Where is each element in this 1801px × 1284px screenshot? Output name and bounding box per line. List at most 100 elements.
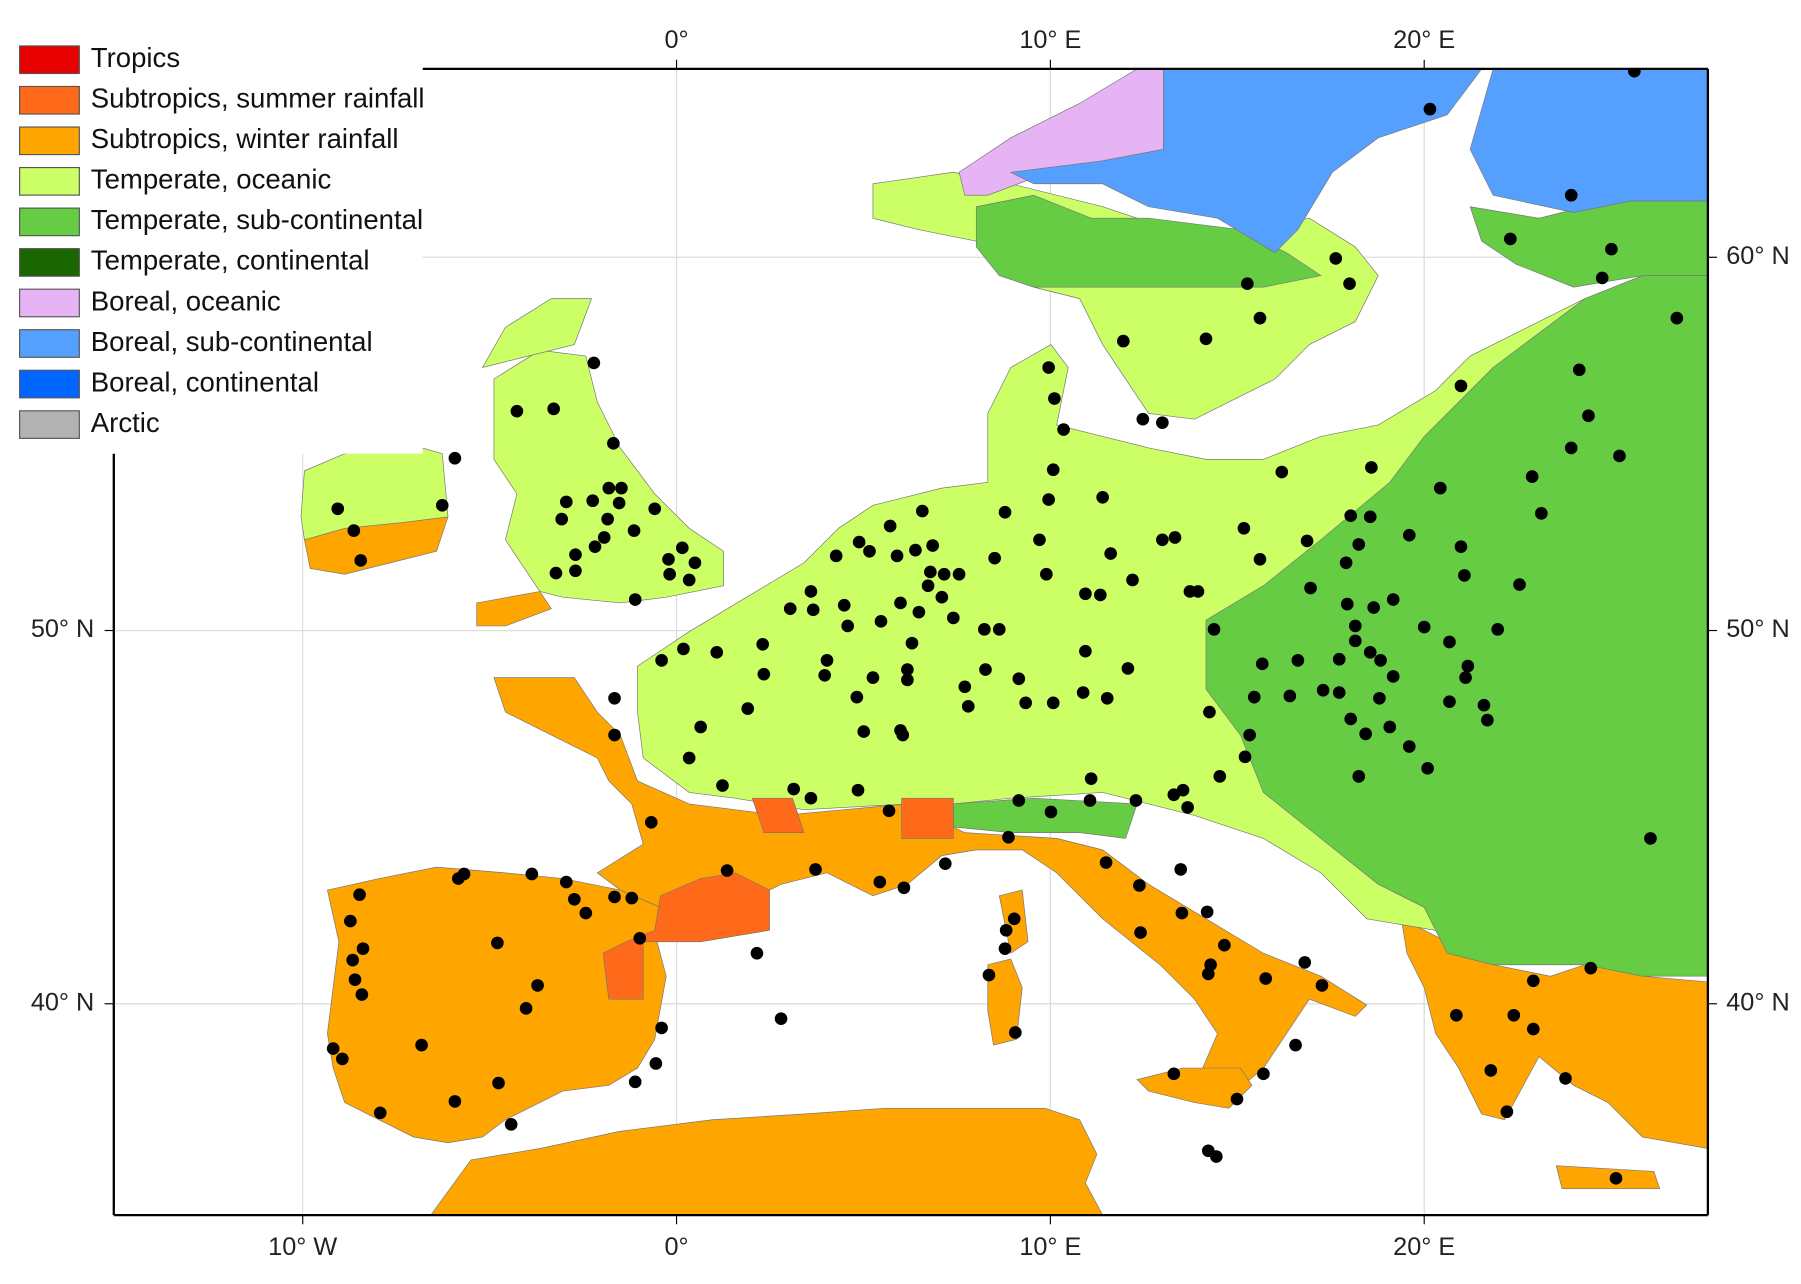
station-dot	[1613, 449, 1626, 463]
station-dot	[1507, 1008, 1521, 1022]
station-dot	[1329, 252, 1343, 265]
station-dot	[682, 751, 696, 765]
station-dot	[850, 690, 864, 704]
right-tick-label: 50° N	[1726, 615, 1789, 643]
station-dot	[978, 623, 991, 636]
station-dot	[1477, 698, 1491, 712]
station-dot	[1316, 683, 1330, 697]
climate-region	[1400, 918, 1708, 1149]
station-dot	[607, 436, 620, 450]
station-dot	[452, 872, 465, 885]
station-dot	[1402, 740, 1416, 753]
station-dot	[677, 642, 690, 656]
station-dot	[1559, 1072, 1572, 1085]
station-dot	[1291, 654, 1305, 667]
legend-swatch	[19, 166, 80, 196]
station-dot	[569, 564, 582, 578]
station-dot	[1352, 538, 1366, 551]
station-dot	[1255, 657, 1269, 671]
station-dot	[1009, 1026, 1022, 1039]
legend-swatch	[19, 45, 80, 75]
station-dot	[1079, 587, 1092, 601]
legend-label: Boreal, oceanic	[91, 285, 281, 316]
station-dot	[1344, 509, 1358, 522]
station-dot	[1048, 392, 1061, 405]
station-dot	[1344, 712, 1358, 726]
legend-label: Temperate, sub-continental	[91, 204, 423, 235]
station-dot	[615, 481, 628, 495]
station-dot	[448, 1095, 462, 1108]
station-dot	[1176, 783, 1190, 797]
station-dot	[982, 968, 996, 982]
station-dot	[1012, 794, 1026, 807]
legend-label: Subtropics, summer rainfall	[91, 83, 425, 114]
station-dot	[601, 512, 614, 526]
climate-region	[975, 194, 1322, 288]
station-dot	[608, 890, 621, 904]
climate-region	[476, 591, 552, 627]
station-dot	[1339, 556, 1353, 570]
station-dot	[720, 864, 734, 877]
station-dot	[1241, 277, 1254, 290]
climate-zones	[300, 68, 1708, 1216]
legend-swatch	[19, 126, 80, 156]
station-dot	[644, 815, 658, 829]
station-dot	[1076, 686, 1090, 699]
station-dot	[1100, 691, 1114, 705]
station-dot	[1046, 696, 1060, 710]
climate-region	[326, 866, 667, 1144]
climate-region	[481, 298, 593, 369]
station-dot	[1564, 188, 1578, 202]
station-dot	[998, 942, 1012, 955]
station-dot	[344, 914, 357, 928]
station-dot	[901, 673, 914, 687]
legend-label: Boreal, continental	[91, 366, 319, 397]
station-dot	[1040, 567, 1053, 581]
legend-label: Boreal, sub-continental	[91, 326, 373, 357]
station-dot	[1218, 938, 1231, 952]
station-dot	[1298, 956, 1312, 969]
station-dot	[1099, 856, 1113, 869]
station-dot	[1572, 363, 1586, 377]
station-dot	[492, 1076, 505, 1090]
station-dot	[519, 1002, 533, 1015]
station-dot	[894, 596, 907, 610]
station-dot	[1134, 926, 1147, 939]
station-dot	[1283, 689, 1297, 703]
station-dot	[912, 605, 926, 619]
station-dot	[510, 404, 524, 418]
station-dot	[415, 1038, 428, 1052]
right-tick-label: 40° N	[1726, 988, 1789, 1016]
station-dot	[1454, 379, 1468, 393]
station-dot	[894, 724, 907, 737]
station-dot	[1094, 588, 1107, 602]
station-dot	[549, 566, 563, 580]
station-dot	[655, 1021, 668, 1035]
station-dot	[874, 615, 888, 628]
station-dot	[1044, 805, 1058, 819]
top-tick-label: 10° E	[1019, 26, 1081, 54]
station-dot	[1386, 593, 1400, 606]
station-dot	[926, 539, 939, 552]
station-dot	[1443, 635, 1456, 649]
station-dot	[905, 636, 919, 650]
station-dot	[787, 782, 801, 796]
legend: Tropics Subtropics, summer rainfall Subtro…	[9, 34, 425, 454]
station-dot	[1363, 510, 1377, 524]
legend-swatch	[19, 85, 80, 115]
station-dot	[336, 1052, 349, 1066]
station-dot	[1257, 1067, 1270, 1081]
station-dot	[1002, 830, 1015, 844]
station-dot	[331, 502, 345, 516]
climate-region	[901, 797, 954, 839]
station-dot	[937, 567, 951, 581]
station-dot	[355, 988, 369, 1001]
station-dot	[979, 663, 992, 676]
station-dot	[806, 603, 820, 617]
legend-swatch	[19, 329, 80, 358]
station-dot	[866, 671, 880, 684]
station-dot	[612, 496, 626, 510]
station-dot	[1644, 832, 1657, 845]
left-tick-label: 40° N	[31, 988, 94, 1016]
station-dot	[1461, 659, 1475, 673]
